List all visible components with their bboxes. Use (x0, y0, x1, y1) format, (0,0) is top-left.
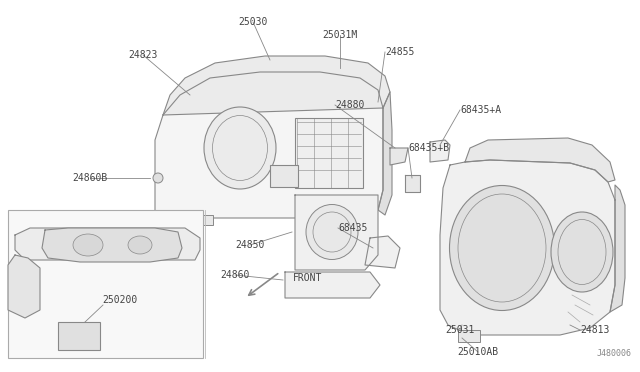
Polygon shape (42, 228, 182, 262)
Ellipse shape (73, 234, 103, 256)
Polygon shape (295, 195, 378, 270)
Text: 24880: 24880 (335, 100, 364, 110)
Bar (458, 330, 480, 342)
Polygon shape (405, 175, 420, 192)
Polygon shape (610, 185, 625, 312)
Text: 25031M: 25031M (323, 30, 358, 40)
Text: 68435: 68435 (338, 223, 367, 233)
Text: 24850: 24850 (236, 240, 265, 250)
Text: 24860B: 24860B (72, 173, 108, 183)
Text: 68435+B: 68435+B (408, 143, 449, 153)
Ellipse shape (204, 107, 276, 189)
Text: J480006: J480006 (597, 349, 632, 358)
Bar (193, 215, 213, 225)
Text: 25010AB: 25010AB (458, 347, 499, 357)
Polygon shape (378, 92, 392, 215)
Bar (335, 210, 353, 222)
Ellipse shape (306, 205, 358, 260)
Text: 24860: 24860 (220, 270, 250, 280)
Polygon shape (15, 228, 200, 260)
Ellipse shape (449, 186, 554, 311)
Text: 25030: 25030 (238, 17, 268, 27)
Polygon shape (155, 72, 383, 218)
Ellipse shape (551, 212, 613, 292)
Text: 25031: 25031 (445, 325, 475, 335)
Polygon shape (390, 148, 408, 165)
Bar (295, 118, 363, 188)
Polygon shape (365, 236, 400, 268)
FancyBboxPatch shape (58, 322, 100, 350)
Text: 24813: 24813 (580, 325, 609, 335)
Polygon shape (8, 255, 40, 318)
Polygon shape (285, 272, 380, 298)
Polygon shape (430, 140, 450, 162)
Ellipse shape (153, 173, 163, 183)
Ellipse shape (128, 236, 152, 254)
Text: 24823: 24823 (128, 50, 157, 60)
Polygon shape (440, 160, 615, 335)
Polygon shape (465, 138, 615, 182)
Text: 24855: 24855 (385, 47, 414, 57)
Text: FRONT: FRONT (293, 273, 323, 283)
Text: 250200: 250200 (102, 295, 138, 305)
Bar (270, 165, 298, 187)
FancyBboxPatch shape (8, 210, 203, 358)
Polygon shape (163, 56, 390, 115)
Text: 68435+A: 68435+A (460, 105, 501, 115)
